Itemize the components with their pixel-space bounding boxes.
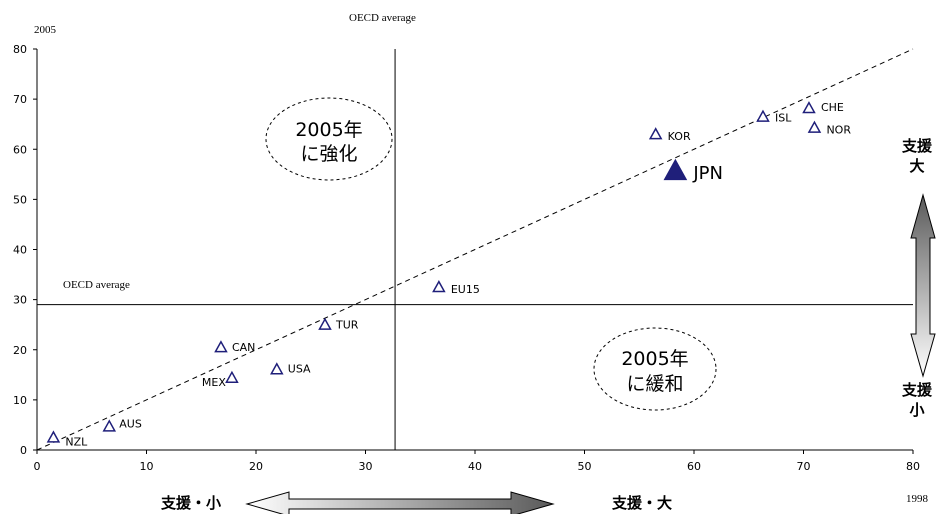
x-tick-label: 10 xyxy=(140,460,154,473)
point-marker-can xyxy=(214,340,228,353)
point-marker-nzl xyxy=(46,430,61,443)
point-label-che: CHE xyxy=(821,101,844,114)
point-marker-jpn xyxy=(663,158,688,181)
x-tick-label: 80 xyxy=(906,460,920,473)
y-tick-label: 0 xyxy=(20,444,27,457)
point-marker-tur xyxy=(318,317,332,330)
x-arrow-label-small: 支援・小 xyxy=(160,494,221,512)
point-label-aus: AUS xyxy=(119,417,142,430)
y-ticks: 0 10 20 30 40 50 60 70 80 xyxy=(13,43,37,457)
x-direction-arrow xyxy=(245,491,555,514)
x-arrow-label-large: 支援・大 xyxy=(611,494,672,512)
y-tick-label: 50 xyxy=(13,193,27,206)
point-label-jpn: JPN xyxy=(692,163,723,184)
point-label-can: CAN xyxy=(232,341,255,354)
y-arrow-label-large-line2: 大 xyxy=(909,157,924,175)
y-tick-label: 80 xyxy=(13,43,27,56)
x-axis-year-label: 1998 xyxy=(906,493,929,505)
x-tick-label: 0 xyxy=(34,460,41,473)
y-arrow-label-large-line1: 支援 xyxy=(901,137,933,155)
point-marker-che xyxy=(802,101,816,114)
annotation-strengthened: 2005年 に強化 xyxy=(265,97,393,181)
point-marker-kor xyxy=(648,127,663,140)
x-tick-label: 70 xyxy=(797,460,811,473)
x-tick-label: 20 xyxy=(249,460,263,473)
point-marker-nor xyxy=(807,120,822,133)
annotation-relaxed-line1: 2005年 xyxy=(621,348,688,370)
point-marker-aus xyxy=(102,419,117,432)
annotation-relaxed: 2005年 に緩和 xyxy=(593,327,717,411)
x-tick-label: 30 xyxy=(359,460,373,473)
annotation-strengthened-line2: に強化 xyxy=(300,143,357,165)
point-label-tur: TUR xyxy=(335,319,359,332)
point-label-isl: ISL xyxy=(775,112,792,125)
point-label-kor: KOR xyxy=(668,130,691,143)
diagonal-reference-line xyxy=(36,48,914,451)
point-marker-eu15 xyxy=(432,280,446,293)
x-tick-label: 60 xyxy=(687,460,701,473)
point-label-nor: NOR xyxy=(826,124,851,137)
x-ticks: 0 10 20 30 40 50 60 70 80 xyxy=(34,450,920,473)
y-arrow-label-small-line2: 小 xyxy=(909,401,924,419)
point-label-nzl: NZL xyxy=(65,435,88,448)
point-marker-usa xyxy=(270,362,284,375)
oecd-average-label-top: OECD average xyxy=(349,12,416,24)
y-axis-year-label: 2005 xyxy=(34,24,57,36)
x-tick-label: 40 xyxy=(468,460,482,473)
data-points: NZL AUS CAN MEX USA TUR EU15 KOR JPN ISL CHE NOR xyxy=(46,101,851,448)
y-tick-label: 20 xyxy=(13,344,27,357)
point-marker-mex xyxy=(225,370,239,383)
y-tick-label: 40 xyxy=(13,244,27,257)
y-direction-arrow xyxy=(910,193,936,378)
x-tick-label: 50 xyxy=(578,460,592,473)
point-label-eu15: EU15 xyxy=(451,283,480,296)
y-tick-label: 10 xyxy=(13,394,27,407)
point-label-usa: USA xyxy=(288,362,311,375)
y-arrow-label-small-line1: 支援 xyxy=(901,381,933,399)
oecd-average-label-left: OECD average xyxy=(63,279,130,291)
annotation-relaxed-line2: に緩和 xyxy=(626,373,683,395)
annotation-strengthened-line1: 2005年 xyxy=(295,119,362,141)
point-marker-isl xyxy=(756,109,770,122)
y-tick-label: 70 xyxy=(13,93,27,106)
y-tick-label: 60 xyxy=(13,143,27,156)
point-label-mex: MEX xyxy=(202,376,226,389)
y-tick-label: 30 xyxy=(13,294,27,307)
